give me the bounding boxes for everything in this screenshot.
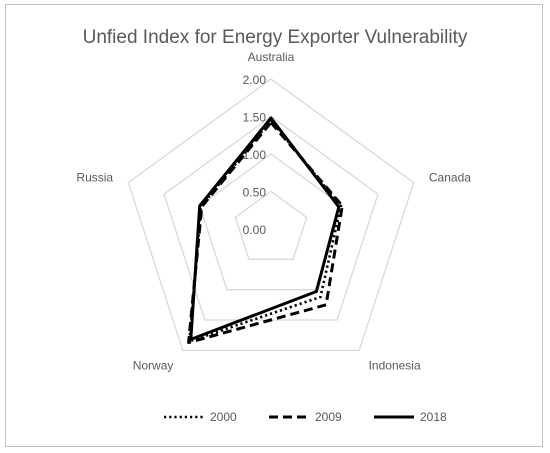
radar-chart: 0.000.501.001.502.00 AustraliaCanadaIndo…: [76, 50, 471, 424]
chart-frame: Unfied Index for Energy Exporter Vulnera…: [5, 4, 543, 447]
category-label-indonesia: Indonesia: [369, 358, 421, 372]
legend-label-2000: 2000: [210, 410, 237, 424]
radial-tick-label: 1.50: [243, 111, 267, 125]
category-label-russia: Russia: [76, 171, 113, 185]
category-label-norway: Norway: [133, 358, 174, 372]
legend: 2000 2009 2018: [164, 410, 447, 424]
radial-tick-label: 2.00: [243, 73, 267, 87]
radial-tick-label: 0.50: [243, 186, 267, 200]
grid-ring-1: [234, 190, 308, 260]
grid-ring-4: [127, 78, 415, 352]
legend-label-2018: 2018: [420, 410, 447, 424]
category-label-canada: Canada: [429, 171, 471, 185]
legend-label-2009: 2009: [315, 410, 342, 424]
category-label-australia: Australia: [248, 50, 295, 64]
series-2018: [189, 116, 341, 341]
chart-title: Unfied Index for Energy Exporter Vulnera…: [82, 27, 468, 48]
series-2009: [187, 121, 344, 344]
radial-tick-labels: 0.000.501.001.502.00: [243, 73, 267, 237]
category-labels: Australia Canada Indonesia Norway Russia: [76, 50, 471, 372]
radial-tick-label: 0.00: [243, 223, 267, 237]
series-lines: [187, 116, 344, 344]
